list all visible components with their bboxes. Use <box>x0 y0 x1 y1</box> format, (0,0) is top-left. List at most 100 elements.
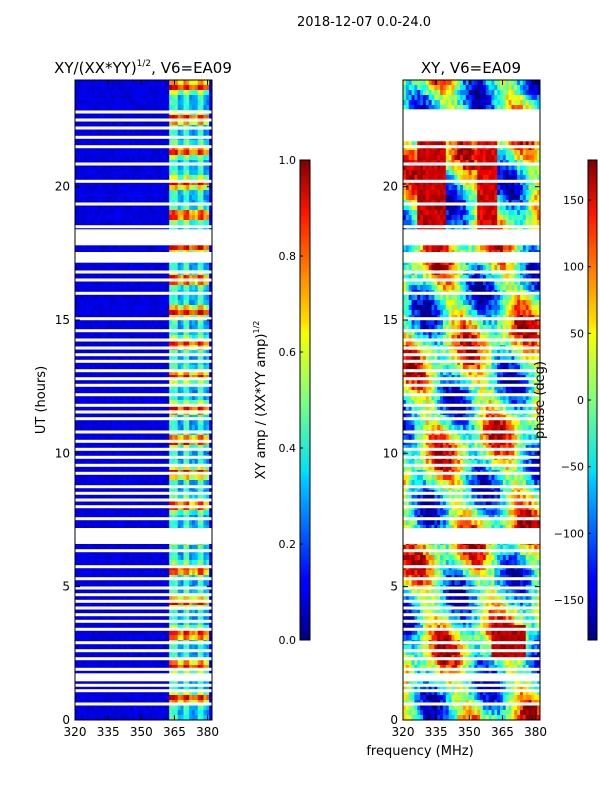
heatmap-cell <box>132 385 136 391</box>
heatmap-cell <box>206 155 210 161</box>
heatmap-cell <box>174 420 179 426</box>
heatmap-cell <box>183 205 187 211</box>
heatmap-cell <box>189 390 193 396</box>
heatmap-cell <box>75 520 79 526</box>
heatmap-cell <box>137 155 142 161</box>
heatmap-cell <box>120 570 124 576</box>
heatmap-cell <box>100 220 104 226</box>
heatmap-cell <box>197 120 201 126</box>
heatmap-cell <box>169 340 173 346</box>
heatmap-cell <box>169 150 173 156</box>
heatmap-cell <box>77 580 82 586</box>
heatmap-cell <box>166 80 170 86</box>
heatmap-cell <box>209 365 213 371</box>
heatmap-cell <box>75 465 79 471</box>
heatmap-cell <box>140 170 144 176</box>
heatmap-cell <box>197 525 201 531</box>
heatmap-cell <box>92 220 96 226</box>
heatmap-cell <box>192 305 196 311</box>
heatmap-cell <box>200 210 204 216</box>
heatmap-cell <box>83 445 87 451</box>
heatmap-cell <box>194 380 199 386</box>
heatmap-cell <box>169 465 173 471</box>
heatmap-cell <box>80 85 84 91</box>
heatmap-cell <box>183 495 187 501</box>
heatmap-cell <box>203 590 207 596</box>
heatmap-cell <box>209 120 213 126</box>
heatmap-cell <box>86 550 90 556</box>
heatmap-cell <box>137 115 142 121</box>
heatmap-cell <box>75 215 79 221</box>
heatmap-cell <box>89 350 93 356</box>
heatmap-cell <box>209 280 213 286</box>
heatmap-cell <box>117 550 122 556</box>
heatmap-cell <box>75 195 79 201</box>
heatmap-cell <box>134 285 139 291</box>
heatmap-cell <box>203 195 207 201</box>
heatmap-cell <box>206 550 210 556</box>
heatmap-cell <box>206 380 210 386</box>
heatmap-cell <box>94 435 99 441</box>
heatmap-cell <box>154 350 159 356</box>
heatmap-cell <box>166 310 170 316</box>
heatmap-cell <box>166 280 170 286</box>
heatmap-cell <box>120 95 124 101</box>
heatmap-cell <box>112 580 116 586</box>
heatmap-cell <box>194 550 199 556</box>
heatmap-cell <box>197 330 201 336</box>
heatmap-cell <box>152 305 156 311</box>
heatmap-cell <box>75 275 79 281</box>
heatmap-cell <box>152 115 156 121</box>
heatmap-cell <box>154 480 159 486</box>
heatmap-cell <box>149 385 153 391</box>
heatmap-cell <box>103 185 107 191</box>
heatmap-cell <box>146 450 150 456</box>
heatmap-cell <box>83 460 87 466</box>
heatmap-cell <box>160 370 164 376</box>
heatmap-cell <box>172 570 176 576</box>
heatmap-cell <box>154 365 159 371</box>
heatmap-cell <box>192 95 196 101</box>
heatmap-cell <box>109 195 113 201</box>
heatmap-cell <box>129 185 133 191</box>
heatmap-cell <box>194 95 199 101</box>
heatmap-cell <box>206 320 210 326</box>
heatmap-cell <box>192 545 196 551</box>
heatmap-cell <box>174 580 179 586</box>
heatmap-cell <box>132 275 136 281</box>
heatmap-cell <box>194 390 199 396</box>
heatmap-cell <box>134 185 139 191</box>
heatmap-cell <box>203 285 207 291</box>
heatmap-cell <box>163 330 167 336</box>
heatmap-cell <box>189 265 193 271</box>
heatmap-cell <box>106 275 110 281</box>
heatmap-cell <box>166 510 170 516</box>
heatmap-cell <box>154 385 159 391</box>
heatmap-cell <box>183 105 187 111</box>
heatmap-cell <box>160 570 164 576</box>
heatmap-cell <box>154 330 159 336</box>
heatmap-cell <box>157 495 162 501</box>
heatmap-cell <box>149 275 153 281</box>
heatmap-cell <box>192 335 196 341</box>
heatmap-cell <box>100 115 104 121</box>
heatmap-cell <box>129 170 133 176</box>
heatmap-cell <box>120 310 124 316</box>
heatmap-cell <box>186 90 190 96</box>
heatmap-cell <box>129 305 133 311</box>
heatmap-cell <box>197 175 201 181</box>
heatmap-cell <box>132 320 136 326</box>
heatmap-cell <box>92 325 96 331</box>
heatmap-cell <box>103 320 107 326</box>
heatmap-cell <box>203 405 207 411</box>
heatmap-cell <box>149 95 153 101</box>
heatmap-cell <box>132 220 136 226</box>
heatmap-cell <box>186 120 190 126</box>
heatmap-cell <box>117 590 122 596</box>
heatmap-cell <box>123 545 127 551</box>
heatmap-cell <box>109 390 113 396</box>
heatmap-cell <box>94 380 99 386</box>
heatmap-cell <box>134 545 139 551</box>
heatmap-cell <box>149 130 153 136</box>
heatmap-cell <box>109 335 113 341</box>
